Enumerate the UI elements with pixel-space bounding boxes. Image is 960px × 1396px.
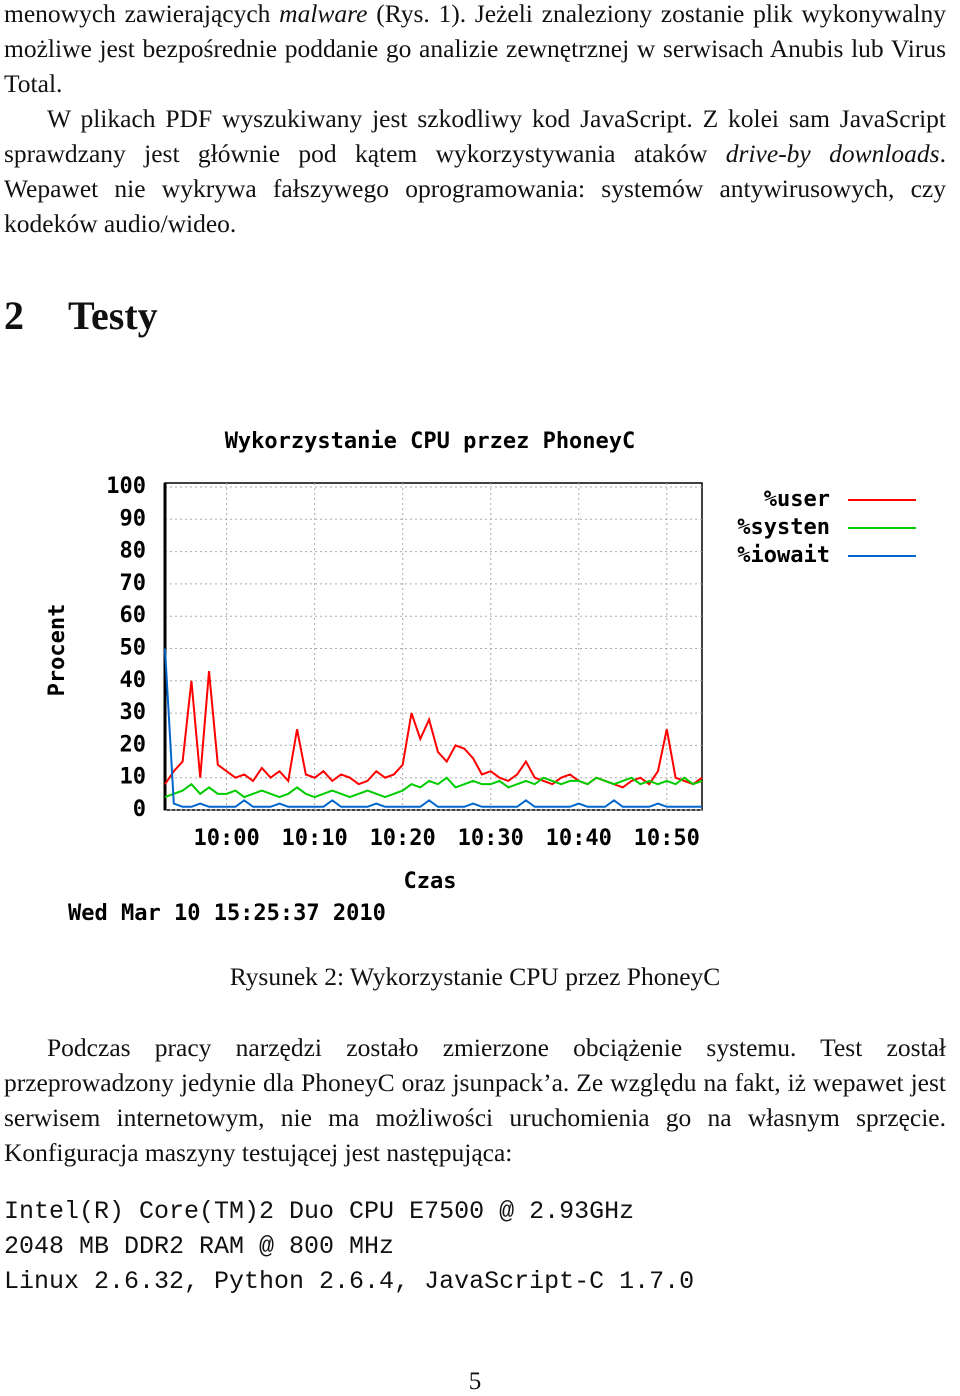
series-line [164, 648, 702, 808]
y-tick-label: 80 [120, 539, 147, 564]
text: malware [279, 0, 368, 28]
y-tick-label: 20 [120, 732, 147, 757]
y-tick-label: 50 [120, 636, 147, 661]
legend-label: %iowait [737, 543, 830, 568]
y-tick-label: 40 [120, 668, 147, 693]
code-line: 2048 MB DDR2 RAM @ 800 MHz [4, 1232, 395, 1261]
x-tick-label: 10:00 [194, 826, 260, 851]
section-heading: 2 Testy [4, 292, 158, 339]
caption: Rysunek 2: Wykorzystanie CPU przez Phone… [229, 962, 721, 991]
legend-label: %systen [737, 515, 830, 540]
x-tick-label: 10:10 [282, 826, 348, 851]
chart: Wykorzystanie CPU przez PhoneyC Procent Cz… [45, 429, 916, 926]
code-line: Intel(R) Core(TM)2 Duo CPU E7500 @ 2.93G… [4, 1197, 635, 1226]
y-tick-label: 30 [120, 700, 147, 725]
annotation: Wed Mar 10 15:25:37 2010 [68, 901, 386, 926]
y-tick-label: 100 [106, 474, 146, 499]
y-tick-label: 70 [120, 571, 147, 596]
plot-area [164, 482, 703, 811]
y-tick-label: 10 [120, 765, 147, 790]
paragraph: W plikach PDF wyszukiwany jest szkodliwy… [4, 101, 946, 241]
section-number: 2 [4, 293, 24, 338]
x-axis-label: Czas [404, 869, 457, 894]
y-tick-label: 0 [133, 797, 146, 822]
text: drive-by downloads [725, 139, 940, 168]
paragraph: menowych zawierających malware (Rys. 1).… [4, 0, 946, 101]
x-tick-label: 10:40 [546, 826, 612, 851]
legend-label: %user [764, 487, 830, 512]
x-tick-label: 10:20 [370, 826, 436, 851]
text: . Wepawet nie wykrywa fałszywego oprogra… [4, 139, 946, 238]
x-tick-label: 10:30 [458, 826, 524, 851]
y-tick-label: 60 [120, 603, 147, 628]
text: menowych zawierających [4, 0, 280, 28]
chart-title: Wykorzystanie CPU przez PhoneyC [225, 429, 636, 454]
x-tick-label: 10:50 [634, 826, 700, 851]
y-axis-label: Procent [45, 604, 70, 697]
y-tick-label: 90 [120, 506, 147, 531]
text: (Rys. 1). Jeżeli znaleziony zostanie pli… [4, 0, 946, 98]
series-line [164, 671, 703, 789]
text: W plikach PDF wyszukiwany jest szkodliwy… [4, 104, 946, 168]
series-line [164, 776, 703, 799]
section-title: Testy [68, 293, 158, 338]
paragraph: Podczas pracy narzędzi zostało zmierzone… [4, 1033, 946, 1167]
page-number: 5 [468, 1368, 482, 1395]
code-line: Linux 2.6.32, Python 2.6.4, JavaScript-C… [4, 1267, 695, 1296]
